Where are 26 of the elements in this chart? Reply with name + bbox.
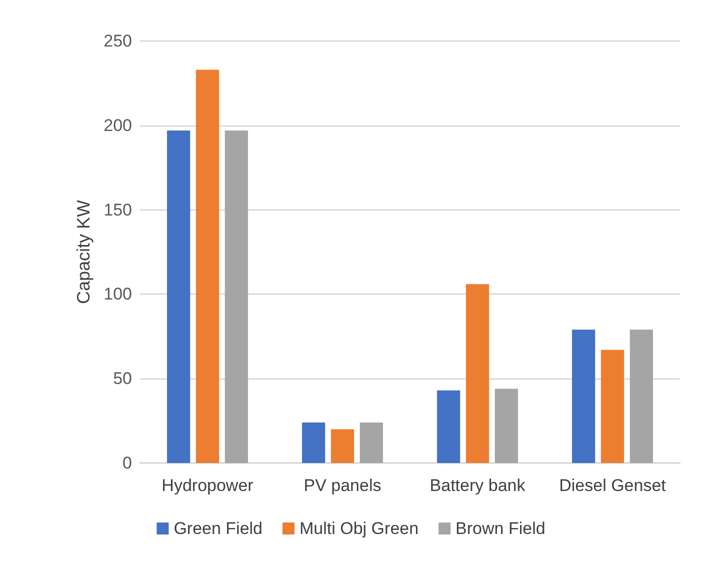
bar [330,429,354,463]
bar [302,422,326,463]
y-tick-label: 250 [104,32,132,50]
bar [167,130,190,463]
x-tick-label: Battery bank [430,476,526,495]
bar [600,350,624,463]
x-tick-label: Hydropower [162,476,254,495]
bar [196,70,220,463]
bar [630,330,653,463]
x-tick-label: Diesel Genset [559,476,666,495]
bar [224,130,248,463]
y-axis-title: Capacity KW [74,200,94,304]
bar [437,390,460,463]
y-tick-label: 200 [104,116,132,135]
y-tick-label: 150 [104,200,132,220]
legend-label: Multi Obj Green [300,519,419,538]
bar [466,284,490,463]
bar [360,422,383,463]
y-tick-label: 0 [122,454,132,472]
y-tick-label: 50 [113,369,132,388]
y-tick-label: 100 [104,284,132,304]
legend-label: Brown Field [456,519,546,538]
bar [494,388,518,463]
bar [572,330,596,463]
x-tick-label: PV panels [304,476,382,495]
legend-label: Green Field [174,519,263,538]
